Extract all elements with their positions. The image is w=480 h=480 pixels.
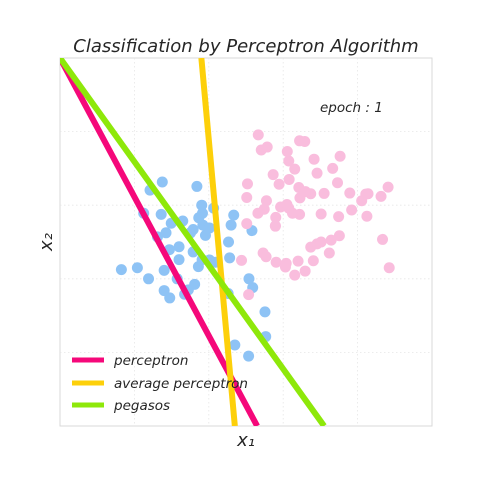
point-class-b: [260, 251, 272, 263]
point-class-a: [155, 208, 167, 220]
chart-title: Classification by Perceptron Algorithm: [73, 36, 418, 57]
point-class-b: [311, 167, 323, 179]
point-class-b: [236, 254, 248, 266]
legend-label-perceptron: perceptron: [113, 353, 188, 369]
point-class-a: [143, 273, 155, 285]
legend-label-pegasos: pegasos: [113, 398, 170, 414]
point-class-b: [318, 187, 330, 199]
point-class-b: [300, 186, 312, 198]
perceptron-line: [60, 58, 260, 426]
point-class-a: [196, 199, 208, 211]
plot-area: [59, 57, 433, 427]
point-class-b: [243, 289, 255, 301]
y-axis-label: x₂: [36, 233, 57, 252]
point-class-b: [283, 155, 295, 167]
point-class-b: [308, 153, 320, 165]
point-class-b: [283, 173, 295, 185]
point-class-a: [243, 273, 255, 285]
point-class-b: [269, 220, 281, 232]
legend: perceptron average perceptron pegasos: [72, 353, 248, 414]
point-class-a: [191, 180, 203, 192]
point-class-b: [333, 230, 345, 242]
point-class-b: [252, 129, 264, 141]
point-class-a: [173, 254, 185, 266]
point-class-a: [228, 209, 240, 221]
pegasos-line: [60, 58, 327, 426]
point-class-a: [243, 350, 255, 362]
point-class-b: [361, 210, 373, 222]
epoch-annotation: epoch : 1: [320, 100, 383, 116]
point-class-b: [299, 265, 311, 277]
point-class-b: [334, 150, 346, 162]
point-class-b: [315, 208, 327, 220]
point-class-a: [131, 262, 143, 274]
average-perceptron-line: [198, 58, 238, 426]
point-class-b: [315, 236, 327, 248]
point-class-a: [259, 306, 271, 318]
point-class-a: [225, 219, 237, 231]
point-class-b: [287, 207, 298, 219]
legend-label-average-perceptron: average perceptron: [114, 376, 248, 392]
point-class-b: [346, 204, 358, 216]
point-class-b: [252, 207, 264, 219]
point-class-b: [292, 255, 304, 267]
point-class-b: [360, 188, 372, 200]
point-class-b: [241, 218, 253, 230]
point-class-b: [375, 190, 387, 202]
point-class-b: [299, 136, 311, 148]
point-class-b: [327, 162, 339, 174]
point-class-b: [279, 261, 291, 273]
point-class-b: [241, 178, 253, 190]
point-class-b: [281, 145, 293, 157]
point-class-b: [325, 234, 337, 246]
point-class-b: [261, 141, 273, 153]
point-class-a: [173, 241, 185, 253]
point-class-b: [289, 163, 301, 175]
point-class-a: [164, 292, 176, 304]
point-class-a: [224, 252, 236, 264]
point-class-b: [377, 233, 389, 245]
point-class-b: [332, 177, 344, 189]
point-class-b: [307, 255, 319, 267]
point-class-a: [115, 264, 127, 276]
point-class-b: [270, 256, 282, 268]
point-class-a: [223, 236, 235, 248]
point-class-a: [156, 176, 168, 188]
point-class-b: [241, 191, 253, 203]
point-class-b: [267, 169, 279, 181]
point-class-b: [382, 181, 394, 193]
point-class-a: [158, 264, 170, 276]
point-class-b: [333, 211, 345, 223]
point-class-a: [160, 227, 172, 239]
x-axis-label: x₁: [236, 430, 255, 451]
point-class-b: [260, 195, 272, 207]
point-class-b: [273, 178, 285, 190]
decision-lines: [60, 58, 327, 426]
point-class-b: [270, 211, 282, 223]
point-class-b: [289, 269, 301, 281]
point-class-b: [344, 187, 356, 199]
point-class-b: [323, 247, 335, 259]
point-class-b: [383, 262, 395, 274]
point-class-a: [204, 222, 216, 234]
point-class-a: [229, 339, 241, 351]
point-class-a: [193, 212, 205, 224]
